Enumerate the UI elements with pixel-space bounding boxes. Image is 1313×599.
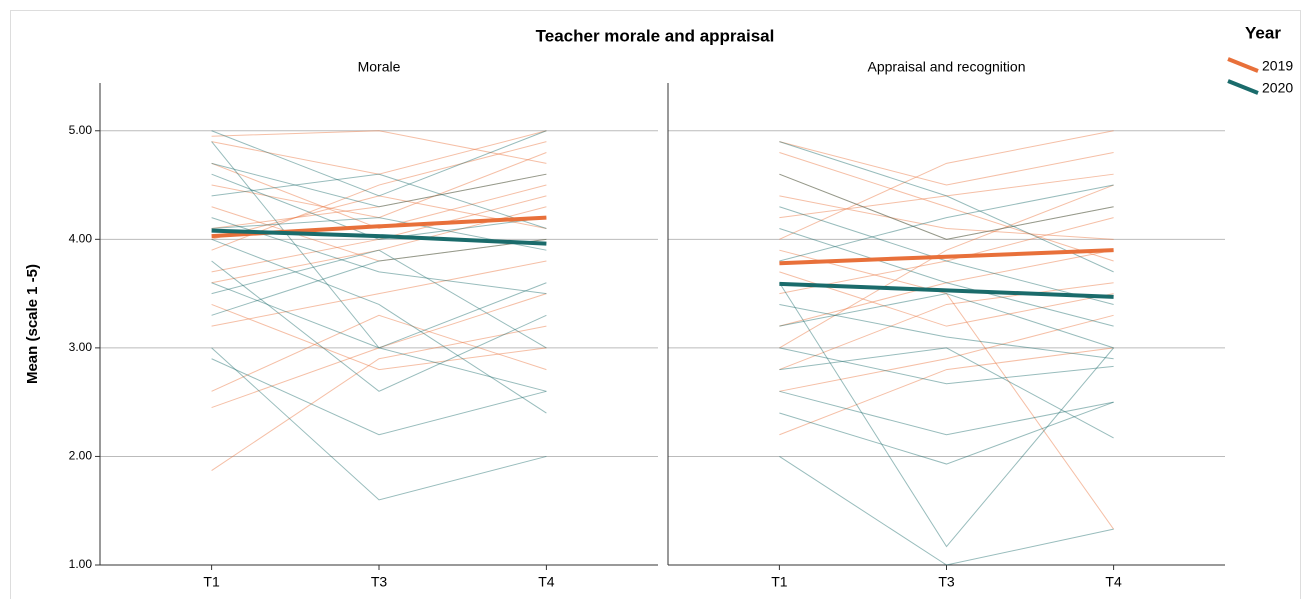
legend-title: Year xyxy=(1245,23,1281,42)
individual-line xyxy=(778,282,1114,548)
individual-line xyxy=(779,314,1114,392)
individual-line xyxy=(211,195,547,240)
individual-line xyxy=(211,162,547,208)
x-tick-label: T4 xyxy=(538,574,555,590)
individual-line xyxy=(211,206,547,284)
individual-line xyxy=(779,390,1114,436)
individual-line xyxy=(779,141,1114,186)
individual-line xyxy=(211,162,547,229)
individual-line xyxy=(211,217,547,295)
legend-label: 2019 xyxy=(1262,58,1293,74)
individual-line xyxy=(779,184,1114,262)
y-tick-label: 4.00 xyxy=(69,231,93,245)
mean-line xyxy=(779,281,1114,299)
individual-line xyxy=(779,227,1114,327)
individual-line xyxy=(211,238,547,414)
individual-line xyxy=(779,173,1114,240)
y-tick-label: 2.00 xyxy=(69,449,93,463)
individual-line xyxy=(211,249,547,349)
individual-line xyxy=(211,130,547,175)
x-tick-label: T3 xyxy=(371,574,388,590)
individual-line xyxy=(779,206,1114,305)
individual-line xyxy=(211,238,547,316)
individual-line xyxy=(779,249,1114,327)
legend-swatch xyxy=(1227,79,1259,95)
individual-line xyxy=(779,184,1114,349)
y-tick-label: 5.00 xyxy=(69,123,93,137)
individual-line xyxy=(779,293,1114,349)
individual-line xyxy=(211,206,547,262)
individual-line xyxy=(779,347,1114,439)
x-tick-label: T1 xyxy=(771,574,788,590)
legend-label: 2020 xyxy=(1262,80,1293,96)
mean-line xyxy=(211,228,547,246)
individual-line xyxy=(779,303,1114,360)
individual-line xyxy=(779,271,1114,327)
mean-line xyxy=(779,248,1114,266)
individual-line xyxy=(779,173,1114,240)
individual-line xyxy=(211,358,547,436)
individual-line xyxy=(779,282,1114,371)
x-tick-label: T1 xyxy=(203,574,220,590)
x-tick-label: T4 xyxy=(1105,574,1122,590)
x-tick-label: T3 xyxy=(938,574,955,590)
individual-line xyxy=(211,130,547,164)
legend-swatch xyxy=(1227,57,1259,73)
individual-line xyxy=(211,314,547,392)
individual-line xyxy=(211,303,547,371)
individual-line xyxy=(779,347,1114,385)
individual-line xyxy=(779,401,1114,465)
individual-line xyxy=(211,260,547,327)
individual-line xyxy=(211,347,547,501)
individual-line xyxy=(779,249,1115,530)
individual-line xyxy=(211,141,547,251)
individual-line xyxy=(779,347,1114,436)
y-axis-label: Mean (scale 1 -5) xyxy=(24,264,41,384)
individual-line xyxy=(211,195,547,273)
individual-line xyxy=(779,130,1114,240)
panel-title: Appraisal and recognition xyxy=(868,59,1026,75)
frame xyxy=(10,10,1301,599)
panel-title: Morale xyxy=(358,59,401,75)
individual-line xyxy=(779,141,1114,273)
y-tick-label: 1.00 xyxy=(69,557,93,571)
individual-line xyxy=(211,141,547,349)
individual-line xyxy=(211,173,547,240)
chart-title: Teacher morale and appraisal xyxy=(536,26,775,45)
individual-line xyxy=(211,173,547,229)
individual-line xyxy=(779,456,1114,566)
individual-line xyxy=(211,130,547,197)
individual-line xyxy=(779,173,1114,219)
individual-line xyxy=(211,152,547,219)
individual-line xyxy=(211,325,547,471)
individual-line xyxy=(211,293,547,409)
individual-line xyxy=(779,217,1114,295)
individual-line xyxy=(779,195,1114,240)
individual-line xyxy=(211,173,547,229)
individual-line xyxy=(211,260,547,392)
individual-line xyxy=(211,282,547,392)
y-tick-label: 3.00 xyxy=(69,340,93,354)
individual-line xyxy=(779,152,1114,262)
